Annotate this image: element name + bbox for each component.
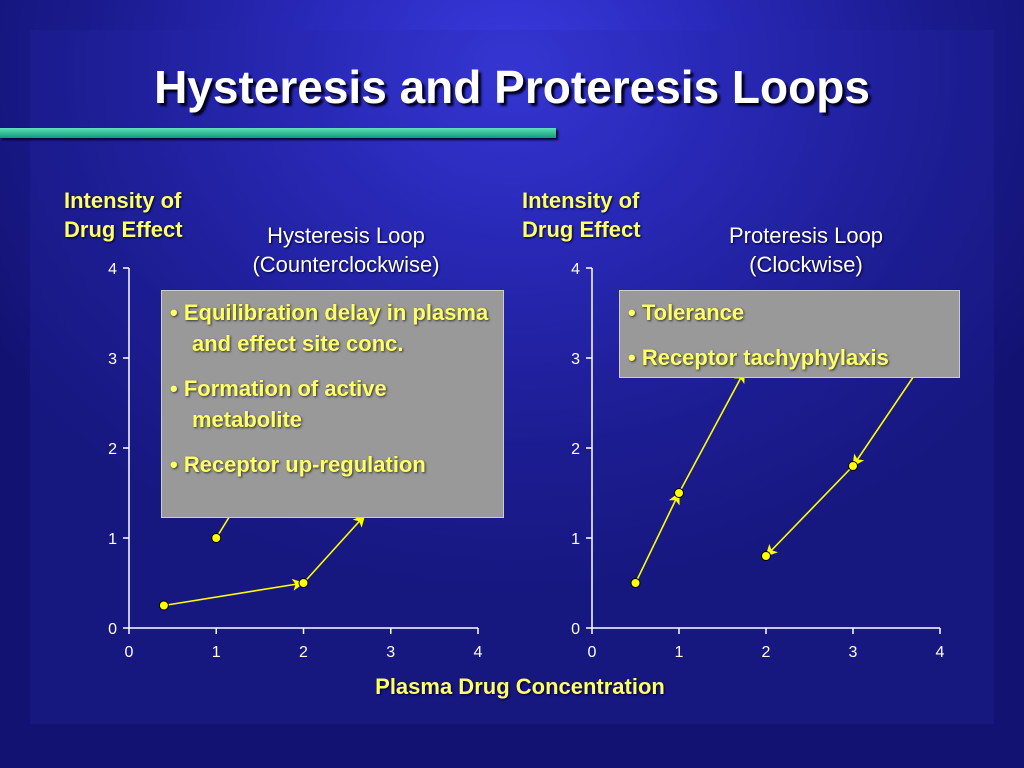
data-point [158,600,169,611]
right-y-axis-label: Intensity of Drug Effect [522,186,641,244]
left-y-axis-label: Intensity of Drug Effect [64,186,183,244]
left-y-axis-label-line1: Intensity of [64,188,182,213]
hysteresis-cause-item: Formation of active metabolite [170,373,495,435]
x-tick-label: 2 [299,644,308,661]
right-chart-title-line1: Proteresis Loop [728,223,884,248]
x-tick-label: 2 [762,644,771,661]
hysteresis-cause-item: Equilibration delay in plasma and effect… [170,297,495,359]
data-point [298,578,309,588]
data-arrow-segment [852,375,915,467]
y-tick-label: 4 [571,261,580,278]
y-tick-label: 3 [108,351,117,368]
data-arrow-segment [765,465,854,557]
data-point [630,578,641,588]
x-tick-label: 3 [386,644,395,661]
proteresis-chart: 0 1 2 3 4 0 1 2 3 4 [571,261,944,661]
hysteresis-chart: 0 1 2 3 4 0 1 2 3 4 [108,261,482,661]
y-tick-label: 3 [571,351,580,368]
left-chart-title-line2: (Counterclockwise) [252,252,440,277]
x-tick-label: 0 [125,644,134,661]
data-arrow-segment [678,370,745,494]
y-tick-label: 2 [108,441,117,458]
x-tick-label: 3 [849,644,858,661]
right-chart-title: Proteresis Loop (Clockwise) [666,221,946,279]
data-arrow-segment [634,492,680,584]
proteresis-cause-item: Receptor tachyphylaxis [628,342,951,373]
x-tick-label: 1 [212,644,221,661]
right-y-axis-label-line2: Drug Effect [522,217,641,242]
data-point [761,551,771,561]
hysteresis-causes-box: Equilibration delay in plasma and effect… [161,290,504,518]
hysteresis-cause-item: Receptor up-regulation [170,449,495,480]
y-tick-label: 1 [571,531,580,548]
data-point [674,488,684,498]
proteresis-cause-item: Tolerance [628,297,951,328]
x-tick-label: 1 [675,644,684,661]
x-axis-label: Plasma Drug Concentration [375,674,665,699]
right-y-axis-label-line1: Intensity of [522,188,640,213]
data-point [848,461,858,471]
proteresis-causes-box: Tolerance Receptor tachyphylaxis [619,290,960,378]
data-arrow-segment [163,578,305,607]
data-point [211,533,222,543]
y-tick-label: 4 [108,261,117,278]
left-chart-title: Hysteresis Loop (Counterclockwise) [206,221,486,279]
title-underline-bar [0,128,556,138]
y-tick-label: 0 [571,621,580,638]
y-tick-label: 0 [108,621,117,638]
left-chart-title-line1: Hysteresis Loop [267,223,425,248]
x-tick-label: 4 [474,644,483,661]
right-chart-title-line2: (Clockwise) [749,252,863,277]
slide-title: Hysteresis and Proteresis Loops [154,61,870,113]
left-y-axis-label-line2: Drug Effect [64,217,183,242]
x-tick-label: 0 [588,644,597,661]
data-arrow-segment [302,514,366,584]
x-tick-label: 4 [936,644,945,661]
y-tick-label: 2 [571,441,580,458]
y-tick-label: 1 [108,531,117,548]
